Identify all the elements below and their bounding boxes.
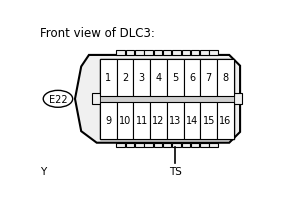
Text: 8: 8 bbox=[222, 73, 229, 83]
Text: E22: E22 bbox=[49, 94, 67, 104]
Bar bbox=[117, 102, 133, 139]
Text: 2: 2 bbox=[122, 73, 128, 83]
Bar bbox=[100, 59, 117, 97]
Bar bbox=[150, 59, 167, 97]
Bar bbox=[133, 102, 150, 139]
Text: 14: 14 bbox=[186, 116, 198, 126]
Bar bbox=[191, 51, 200, 56]
Bar bbox=[200, 102, 217, 139]
Bar bbox=[167, 59, 184, 97]
Bar bbox=[154, 51, 162, 56]
Bar bbox=[172, 143, 181, 148]
Bar bbox=[150, 102, 167, 139]
Text: 11: 11 bbox=[135, 116, 148, 126]
Bar bbox=[144, 143, 153, 148]
Bar bbox=[135, 143, 144, 148]
Bar bbox=[172, 51, 181, 56]
Bar bbox=[182, 51, 190, 56]
Bar bbox=[184, 59, 200, 97]
Text: 4: 4 bbox=[155, 73, 162, 83]
Text: 16: 16 bbox=[219, 116, 232, 126]
Bar bbox=[117, 143, 125, 148]
Text: 7: 7 bbox=[206, 73, 212, 83]
Bar bbox=[92, 94, 100, 105]
Text: 6: 6 bbox=[189, 73, 195, 83]
Text: 10: 10 bbox=[119, 116, 131, 126]
Bar bbox=[217, 59, 234, 97]
Bar bbox=[126, 51, 134, 56]
Text: 12: 12 bbox=[152, 116, 165, 126]
Text: Y: Y bbox=[40, 166, 46, 176]
Bar bbox=[100, 97, 234, 102]
Bar bbox=[167, 102, 184, 139]
Ellipse shape bbox=[43, 91, 73, 108]
Text: Front view of DLC3:: Front view of DLC3: bbox=[40, 26, 155, 39]
Bar bbox=[200, 51, 209, 56]
Bar bbox=[200, 143, 209, 148]
Bar bbox=[209, 143, 218, 148]
Bar bbox=[163, 51, 171, 56]
Polygon shape bbox=[75, 56, 240, 143]
Bar bbox=[133, 59, 150, 97]
Bar bbox=[191, 143, 200, 148]
Bar bbox=[100, 59, 234, 139]
Bar bbox=[163, 143, 171, 148]
Text: 9: 9 bbox=[105, 116, 111, 126]
Bar bbox=[209, 51, 218, 56]
Text: TS: TS bbox=[169, 166, 182, 176]
Text: 3: 3 bbox=[139, 73, 145, 83]
Bar bbox=[217, 102, 234, 139]
Bar bbox=[234, 94, 242, 105]
Bar bbox=[135, 51, 144, 56]
Text: 13: 13 bbox=[169, 116, 181, 126]
Bar bbox=[200, 59, 217, 97]
Bar bbox=[100, 102, 117, 139]
Bar bbox=[184, 102, 200, 139]
Text: 1: 1 bbox=[105, 73, 111, 83]
Bar bbox=[182, 143, 190, 148]
Bar bbox=[126, 143, 134, 148]
Bar bbox=[117, 51, 125, 56]
Bar bbox=[154, 143, 162, 148]
Bar bbox=[117, 59, 133, 97]
Bar bbox=[144, 51, 153, 56]
Text: 15: 15 bbox=[202, 116, 215, 126]
Text: 5: 5 bbox=[172, 73, 178, 83]
